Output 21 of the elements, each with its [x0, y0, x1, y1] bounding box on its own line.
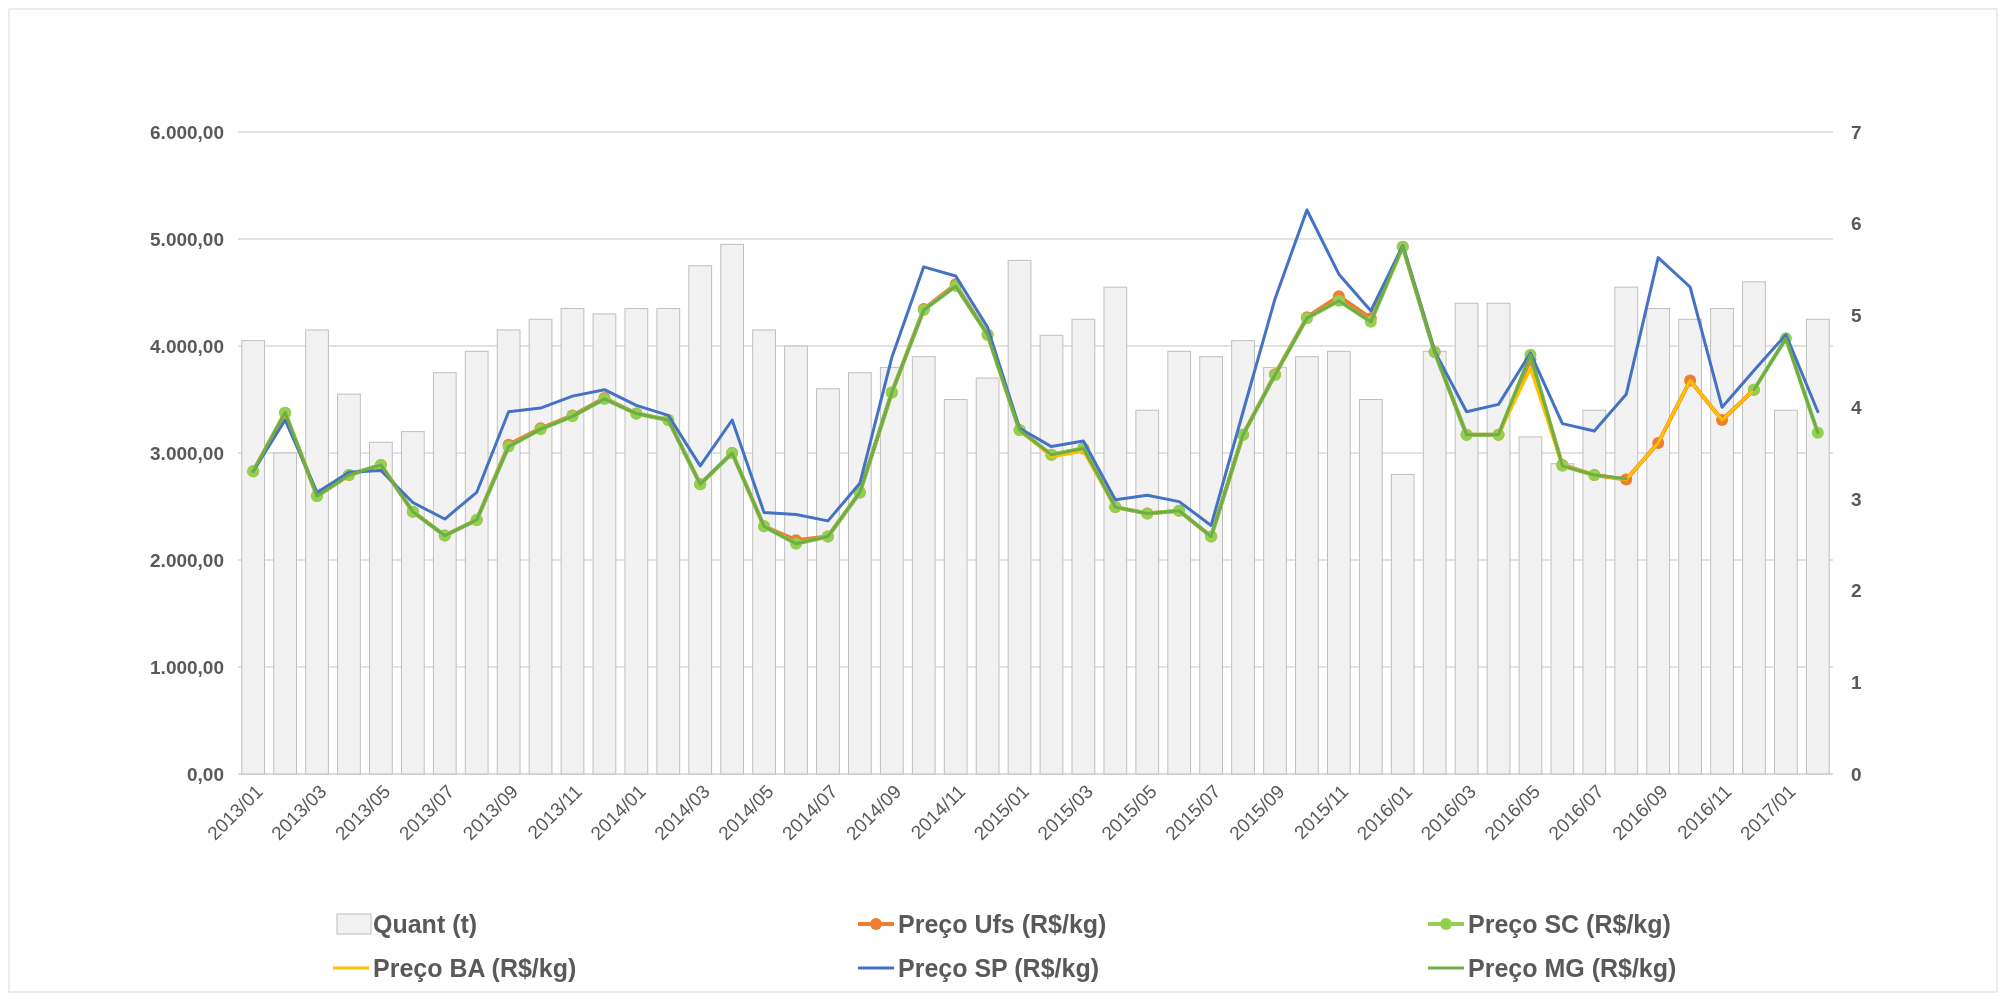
y-tick-label: 2.000,00 — [150, 549, 224, 571]
y2-tick-label: 4 — [1851, 396, 1862, 418]
legend-label: Preço BA (R$/kg) — [373, 953, 577, 982]
y-tick-label: 4.000,00 — [150, 335, 224, 357]
legend-label: Preço SC (R$/kg) — [1468, 909, 1671, 938]
y2-tick-label: 1 — [1851, 671, 1862, 693]
legend-label: Preço SP (R$/kg) — [898, 953, 1100, 982]
y2-tick-label: 5 — [1851, 305, 1862, 327]
y-tick-label: 0,00 — [187, 763, 224, 785]
y-tick-label: 3.000,00 — [150, 442, 224, 464]
y-tick-label: 1.000,00 — [150, 656, 224, 678]
legend-label: Quant (t) — [373, 909, 478, 938]
legend-label: Preço Ufs (R$/kg) — [898, 909, 1107, 938]
y2-tick-label: 0 — [1851, 763, 1862, 785]
y2-tick-label: 2 — [1851, 580, 1862, 602]
y-tick-label: 6.000,00 — [150, 121, 224, 143]
y2-tick-label: 6 — [1851, 213, 1862, 235]
y-tick-label: 5.000,00 — [150, 228, 224, 250]
y2-tick-label: 3 — [1851, 488, 1862, 510]
y2-tick-label: 7 — [1851, 121, 1862, 143]
legend-label: Preço MG (R$/kg) — [1468, 953, 1677, 982]
